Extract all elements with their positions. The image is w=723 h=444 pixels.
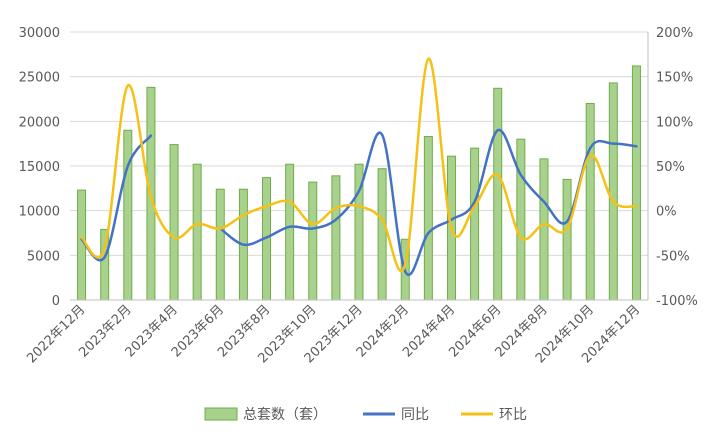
- x-tick-label: 2022年12月: [24, 302, 88, 366]
- legend: 总套数（套） 同比 环比: [204, 407, 527, 423]
- y-right-tick-label: -100%: [656, 294, 698, 309]
- y-right-tick-label: 0%: [656, 205, 677, 220]
- bar: [285, 163, 295, 301]
- bar: [539, 158, 549, 301]
- y-left-tick-label: 0: [52, 294, 60, 309]
- bar: [192, 163, 202, 301]
- y-right-tick-label: 150%: [656, 71, 693, 86]
- y-left-tick-label: 10000: [19, 205, 60, 220]
- bar: [608, 82, 618, 301]
- series-line: [80, 57, 638, 273]
- y-right-tick-label: 200%: [656, 26, 693, 41]
- bar: [470, 147, 480, 301]
- bar: [123, 129, 133, 301]
- y-left-tick-label: 20000: [19, 115, 60, 130]
- bar: [423, 136, 433, 301]
- bar: [308, 181, 318, 301]
- series-line: [219, 129, 638, 276]
- bar: [377, 168, 387, 301]
- legend-item: 同比: [363, 407, 429, 423]
- bar: [493, 87, 503, 301]
- legend-item: 总套数（套）: [204, 407, 327, 423]
- bar: [215, 188, 225, 301]
- bar: [331, 175, 341, 301]
- legend-swatch: [204, 407, 238, 421]
- bar: [516, 138, 526, 301]
- legend-label: 环比: [499, 407, 527, 423]
- legend-label: 同比: [401, 407, 429, 423]
- bar: [585, 102, 595, 301]
- y-left-tick-label: 25000: [19, 71, 60, 86]
- y-left-tick-label: 30000: [19, 26, 60, 41]
- y-left-tick-label: 5000: [27, 249, 60, 264]
- bar: [169, 144, 179, 301]
- legend-item: 环比: [461, 407, 527, 423]
- bar: [631, 65, 641, 301]
- y-left-tick-label: 15000: [19, 160, 60, 175]
- y-right-tick-label: -50%: [656, 249, 690, 264]
- line-series: [80, 57, 638, 276]
- bar: [562, 178, 572, 301]
- y-right-tick-label: 50%: [656, 160, 685, 175]
- legend-label: 总套数（套）: [243, 407, 327, 423]
- y-right-tick-label: 100%: [656, 115, 693, 130]
- bar-series: [77, 65, 641, 301]
